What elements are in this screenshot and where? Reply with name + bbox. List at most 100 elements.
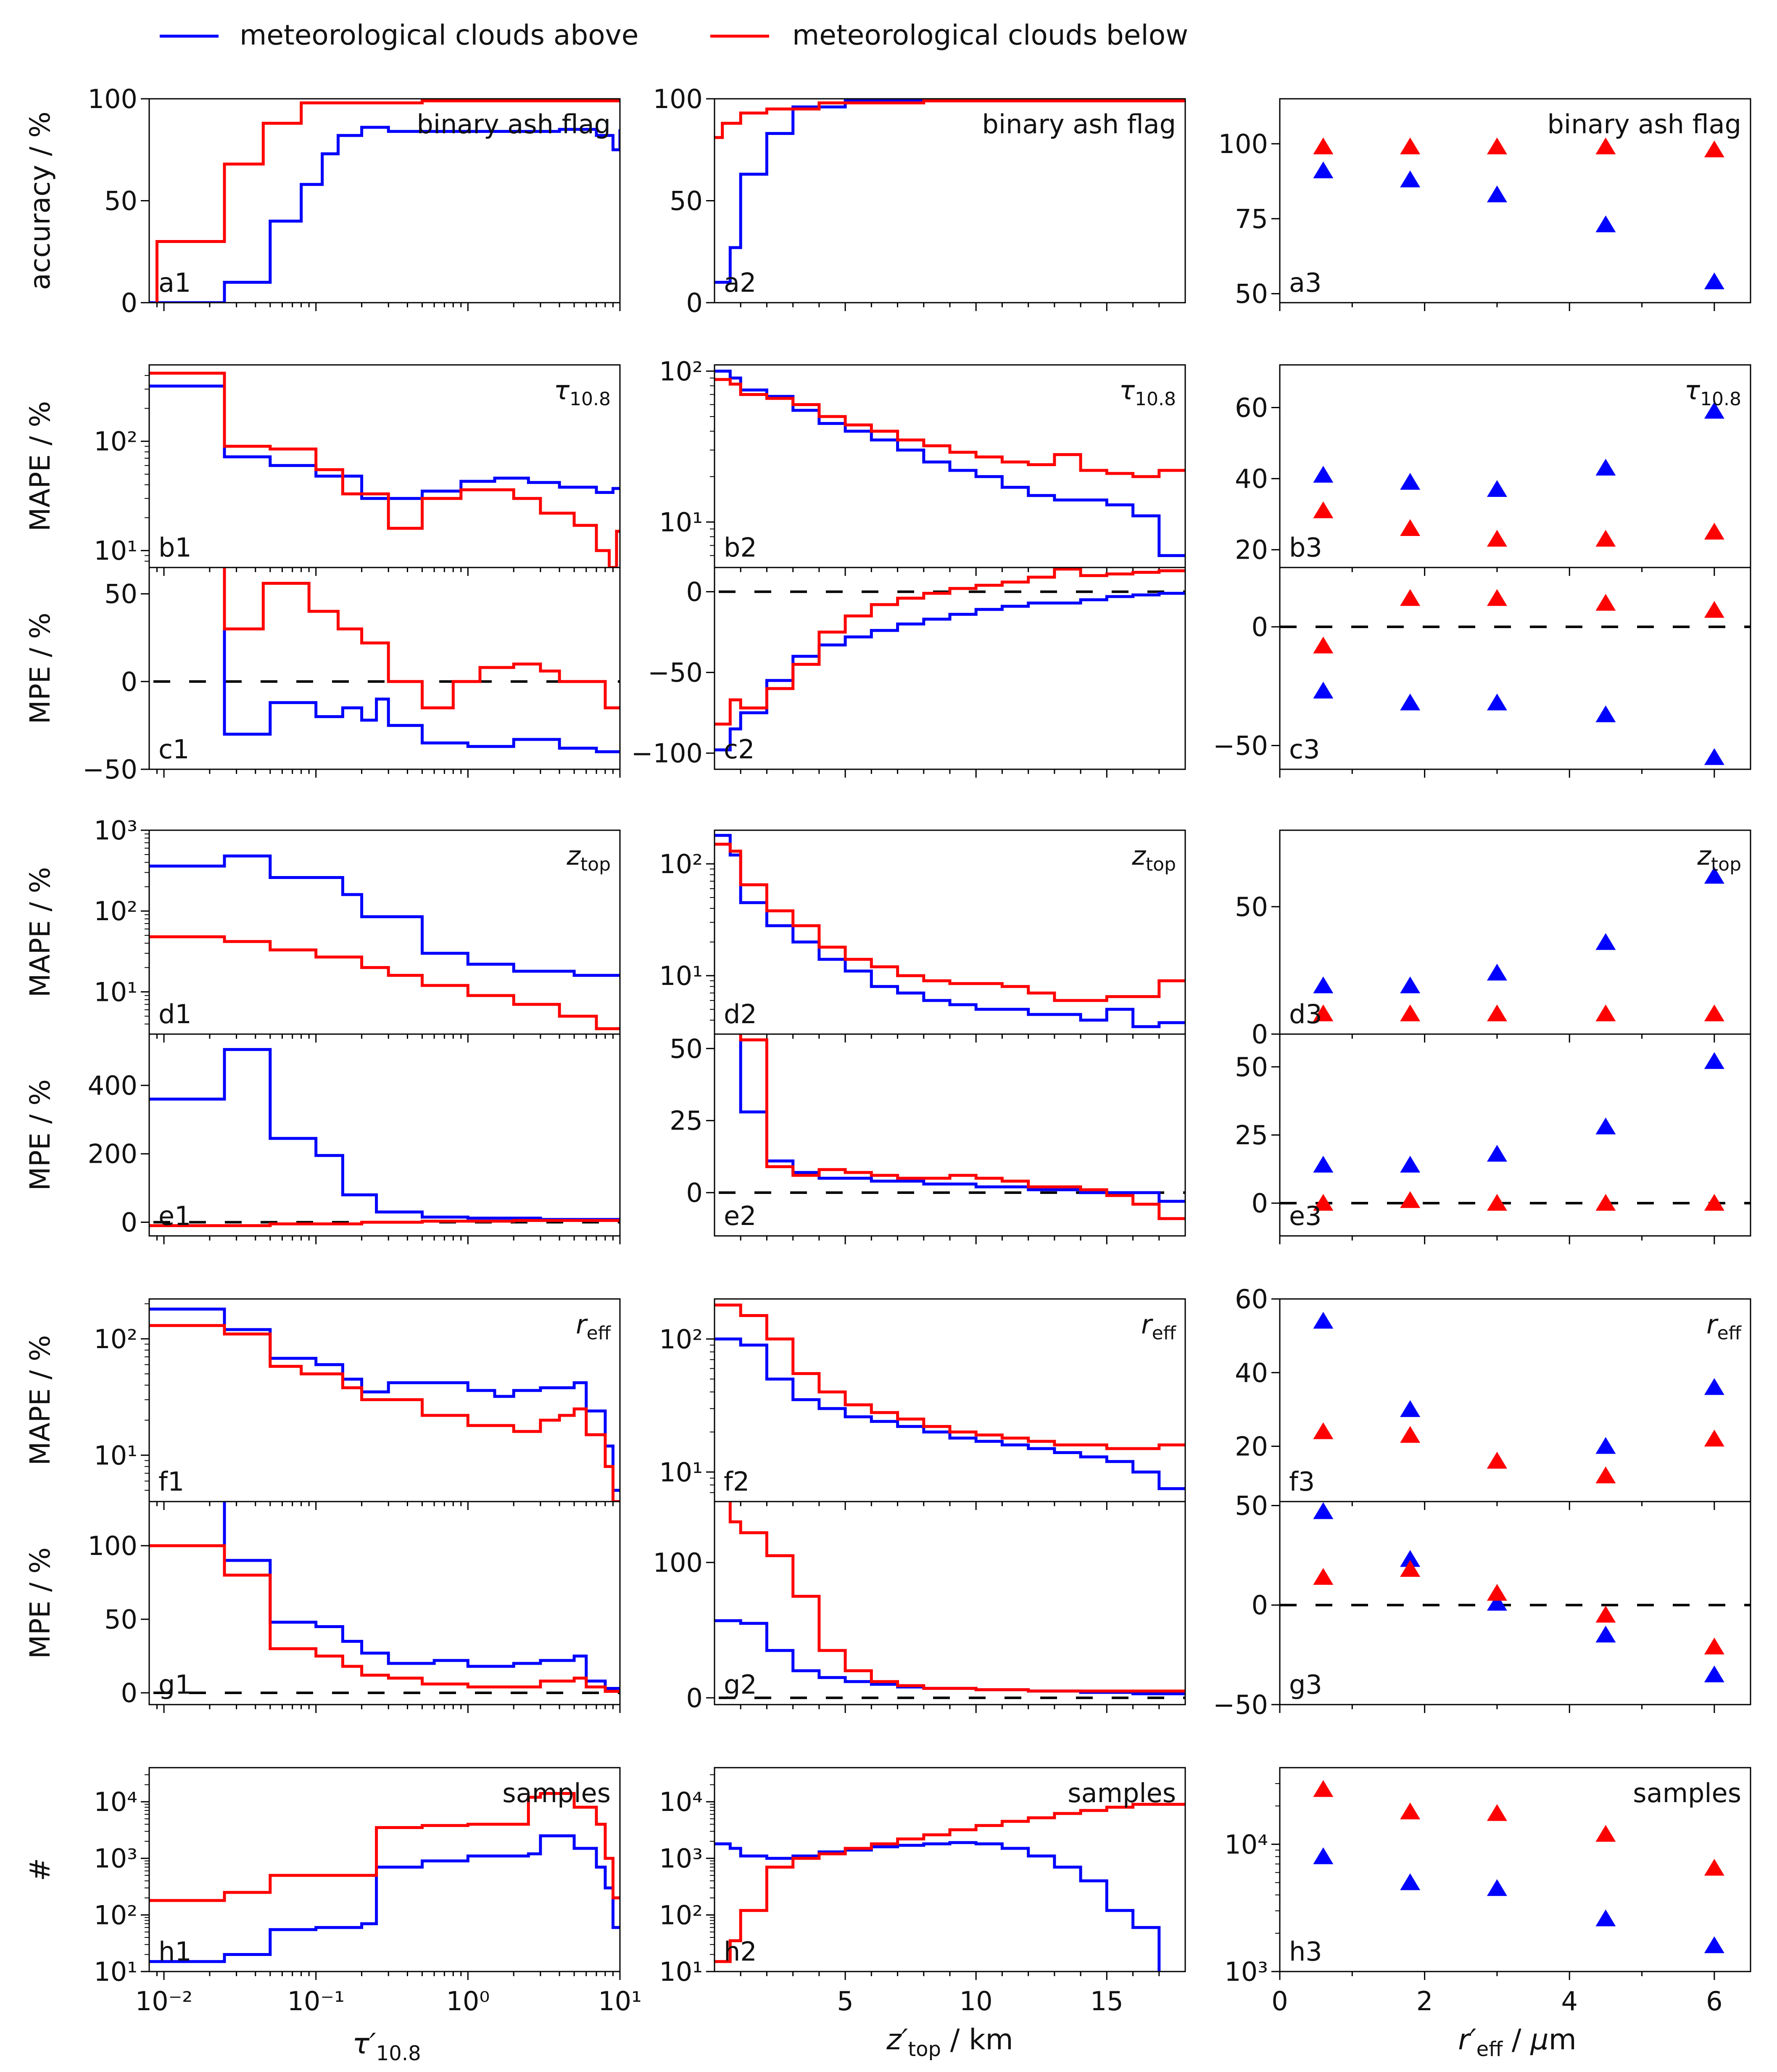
point-h3-1-1 [1400,1802,1421,1819]
series-d1-1 [149,935,620,1030]
panel-e2: 0 25 50 e2 [670,1033,1186,1244]
ytick-label-e3-1: 25 [1235,1120,1268,1151]
ytick-label-b2-0: 10¹ [659,507,703,538]
point-b3-0-1 [1400,473,1421,490]
title-a2: binary ash flag [982,109,1176,140]
panel-id-g3: g3 [1289,1669,1322,1700]
point-b3-1-4 [1704,523,1724,540]
title-h1: samples [502,1778,611,1808]
point-a3-1-2 [1487,137,1507,155]
frame-g2 [714,1501,1186,1705]
panel-d3: 0 50 ztop d3 [1235,829,1751,1050]
panel-id-d3: d3 [1289,999,1322,1029]
series-b1-1 [149,372,620,567]
point-e3-0-1 [1400,1156,1421,1173]
series-c1-0 [223,629,620,753]
panel-id-e3: e3 [1289,1201,1322,1231]
ytick-label-a3-1: 75 [1235,203,1268,234]
title-d2: ztop [1131,840,1176,875]
series-h1-1 [149,1792,620,1902]
title-f3: reff [1706,1309,1742,1344]
point-a3-0-2 [1487,185,1507,203]
point-a3-1-3 [1595,137,1616,155]
point-a3-0-3 [1595,215,1616,232]
series-f1-0 [149,1307,620,1492]
ytick-label-a1-0: 0 [121,288,137,318]
point-e3-0-4 [1704,1052,1724,1069]
point-b3-1-1 [1400,519,1421,536]
xlabel-col1: τ′10.8 [352,2027,421,2065]
ylabel-f1: MAPE / % [24,1335,56,1466]
xtick-label-h3-3: 6 [1706,1986,1722,2017]
series-f1-1 [149,1324,620,1502]
point-c3-0-2 [1487,693,1507,710]
point-c3-0-3 [1595,705,1616,723]
title-a1: binary ash flag [417,109,611,140]
point-h3-1-0 [1313,1780,1334,1797]
panel-id-e1: e1 [158,1201,191,1231]
point-f3-0-3 [1595,1437,1616,1454]
ytick-label-h1-2: 10³ [94,1843,137,1874]
panel-g1: 0 50 100 g1 MPE / % [24,1501,621,1713]
point-g3-1-4 [1704,1637,1724,1655]
point-g3-1-1 [1400,1560,1421,1577]
point-c3-1-2 [1487,589,1507,606]
panel-id-h3: h3 [1289,1936,1322,1967]
panel-c1: −50 0 50 c1 MPE / % [24,567,621,785]
ytick-label-b2-1: 10² [659,356,703,387]
point-e3-1-3 [1595,1194,1616,1211]
ytick-label-c2-0: −100 [631,738,703,769]
ytick-label-a2-0: 0 [686,288,703,318]
point-g3-0-1 [1400,1550,1421,1567]
panel-f1: 10¹ 10² reff f1 MAPE / % [24,1298,621,1510]
ytick-label-b1-1: 10² [94,426,137,457]
point-h3-0-2 [1487,1879,1507,1896]
ytick-label-h3-0: 10³ [1224,1956,1268,1987]
series-e2-1 [739,1034,1185,1220]
ytick-label-f1-1: 10² [94,1324,137,1354]
ytick-label-c1-2: 50 [104,579,137,610]
panel-id-a1: a1 [158,267,191,298]
ytick-label-g1-2: 100 [88,1531,137,1561]
point-h3-0-0 [1313,1847,1334,1864]
point-e3-0-3 [1595,1117,1616,1135]
ylabel-e1: MPE / % [24,1079,56,1190]
ytick-label-f3-0: 20 [1235,1431,1268,1462]
title-h2: samples [1068,1778,1176,1808]
panel-id-b2: b2 [724,532,757,563]
point-h3-0-1 [1400,1873,1421,1890]
ytick-label-c1-1: 0 [121,666,137,697]
ytick-label-d2-0: 10¹ [659,961,703,991]
point-b3-0-2 [1487,480,1507,497]
series-e2-0 [739,1040,1185,1203]
title-f2: reff [1141,1309,1177,1344]
point-e3-1-4 [1704,1194,1724,1211]
series-h2-0 [714,1841,1161,1972]
ytick-label-g3-0: −50 [1213,1689,1268,1720]
ytick-label-c2-1: −50 [648,657,703,688]
ytick-label-g3-1: 0 [1252,1590,1268,1621]
legend: meteorological clouds above meteorologic… [160,19,1188,51]
series-c2-1 [714,567,1185,726]
panel-c2: −100 −50 0 c2 [631,567,1186,778]
panel-f2: 10¹ 10² reff f2 [659,1298,1186,1510]
ytick-label-f3-2: 60 [1235,1284,1268,1314]
title-h3: samples [1633,1778,1741,1808]
panel-id-e2: e2 [724,1201,757,1231]
ytick-label-f3-1: 40 [1235,1357,1268,1388]
point-f3-1-0 [1313,1422,1334,1439]
ytick-label-b3-0: 20 [1235,535,1268,565]
frame-e1 [148,1033,621,1237]
point-c3-0-1 [1400,693,1421,710]
ytick-label-h1-0: 10¹ [94,1956,137,1987]
point-b3-0-0 [1313,466,1334,483]
panel-id-f1: f1 [158,1466,184,1497]
xtick-label-h1-2: 10⁰ [446,1986,490,2017]
point-d3-0-2 [1487,963,1507,981]
ytick-label-b1-0: 10¹ [94,536,137,566]
series-b2-1 [714,378,1185,478]
ytick-label-e3-2: 50 [1235,1052,1268,1082]
series-f2-1 [714,1304,1185,1450]
panel-id-g2: g2 [724,1669,757,1700]
